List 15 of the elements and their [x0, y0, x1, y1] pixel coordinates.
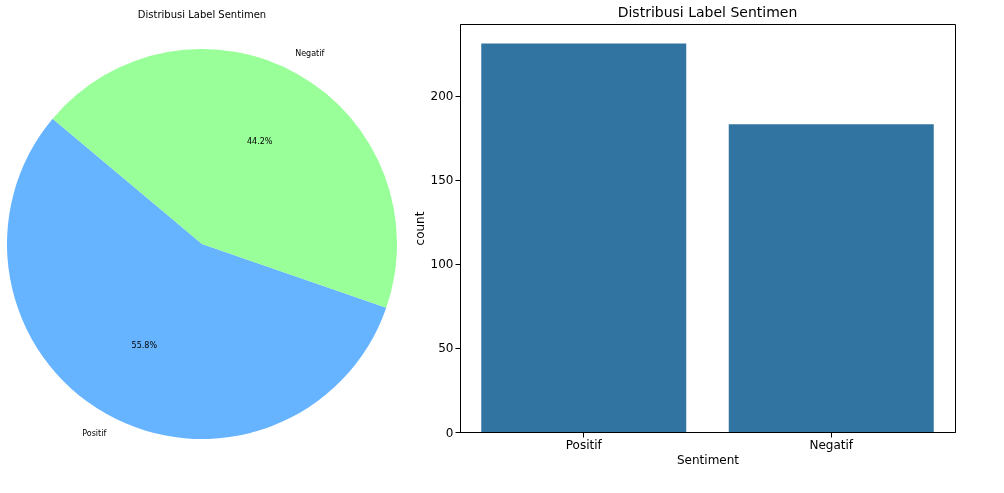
- chart-title: Distribusi Label Sentimen: [137, 9, 267, 20]
- pie-slice: [52, 49, 397, 308]
- slice-label: Positif: [82, 428, 107, 438]
- data-label: 44.2%: [247, 137, 273, 147]
- pie-slice: [7, 118, 387, 439]
- y-tick-label: 50: [438, 341, 454, 356]
- slice-label: Negatif: [295, 49, 325, 59]
- data-label: 55.8%: [131, 340, 158, 350]
- y-tick-label: 200: [430, 89, 454, 104]
- x-axis-title: Sentiment: [676, 452, 740, 467]
- y-tick-label: 150: [430, 173, 454, 188]
- chart-title: Distribusi Label Sentimen: [617, 4, 798, 20]
- y-axis-title: count: [412, 211, 427, 246]
- y-tick-label: 0: [445, 425, 454, 440]
- y-tick-label: 100: [430, 257, 454, 272]
